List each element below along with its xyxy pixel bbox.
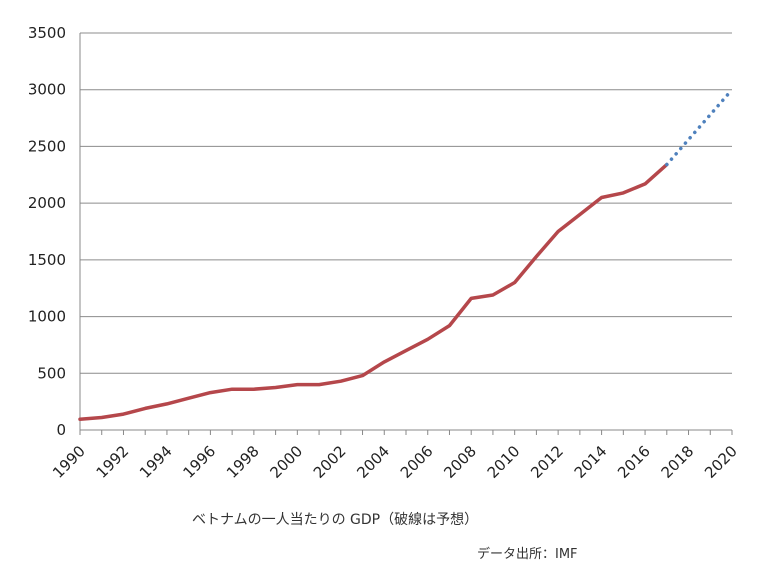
x-axis-ticks: 1990 1992 1994 1996 1998 2000 2002 2004 2006 2008… <box>49 442 741 482</box>
y-axis-ticks: 0 500 1000 1500 2000 2500 3000 3500 <box>28 24 66 439</box>
x-tick-label: 2020 <box>701 442 741 482</box>
y-tick-label: 2000 <box>28 194 66 212</box>
x-tick-label: 1998 <box>223 442 263 482</box>
x-tick-label: 2016 <box>614 442 654 482</box>
data-source-note: データ出所：IMF <box>477 547 578 562</box>
x-tick-label: 2012 <box>527 442 567 482</box>
x-tick-label: 2006 <box>397 442 437 482</box>
x-tick-label: 2004 <box>353 442 393 482</box>
x-tick-label: 2000 <box>266 442 306 482</box>
chart-caption: ベトナムの一人当たりの GDP（破線は予想） <box>192 512 479 528</box>
x-tick-label: 2002 <box>310 442 350 482</box>
x-tick-label: 2018 <box>658 442 698 482</box>
x-tick-label: 1994 <box>136 442 176 482</box>
y-tick-label: 1500 <box>28 251 66 269</box>
y-tick-label: 2500 <box>28 137 66 155</box>
y-tick-label: 500 <box>37 364 66 382</box>
y-tick-label: 1000 <box>28 308 66 326</box>
x-axis <box>79 33 733 435</box>
x-tick-label: 1996 <box>179 442 219 482</box>
x-tick-label: 1992 <box>93 442 133 482</box>
gdp-line <box>78 162 669 421</box>
x-tick-label: 2008 <box>440 442 480 482</box>
y-tick-label: 3500 <box>28 24 66 42</box>
series-lines <box>78 87 734 421</box>
forecast-line <box>665 87 734 167</box>
gridlines <box>80 32 732 431</box>
x-tick-label: 2014 <box>571 442 611 482</box>
x-tick-label: 1990 <box>49 442 89 482</box>
y-tick-label: 0 <box>56 421 66 439</box>
y-tick-label: 3000 <box>28 81 66 99</box>
x-tick-label: 2010 <box>484 442 524 482</box>
